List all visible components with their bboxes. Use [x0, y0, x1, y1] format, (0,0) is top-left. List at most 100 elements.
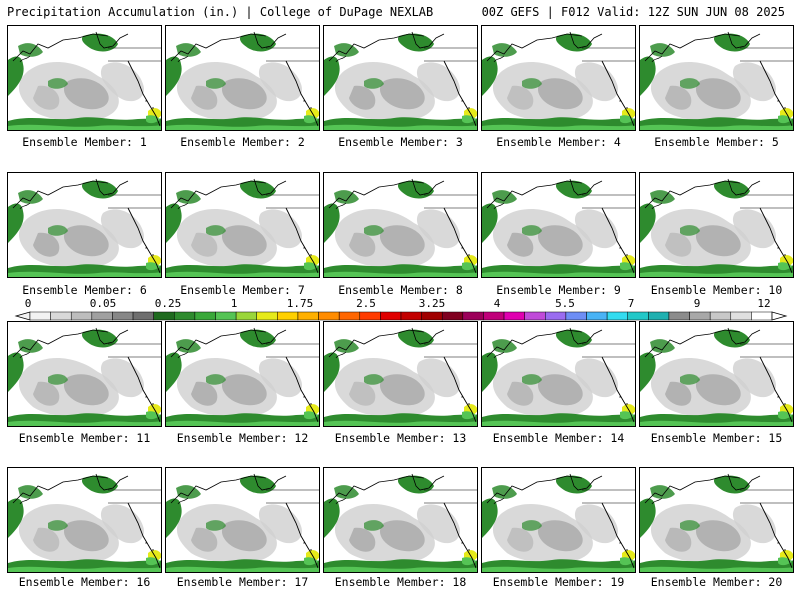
- ensemble-member-label: Ensemble Member: 20: [650, 575, 783, 589]
- precip-map-graphic: [640, 322, 793, 426]
- ensemble-member-label: Ensemble Member: 8: [338, 283, 463, 297]
- colorbar-swatch: [91, 311, 113, 321]
- colorbar-swatch: [132, 311, 154, 321]
- ensemble-member-label: Ensemble Member: 11: [18, 431, 151, 445]
- colorbar-swatch: [277, 311, 299, 321]
- colorbar-swatch: [400, 311, 422, 321]
- ensemble-member-map: [481, 321, 636, 427]
- ensemble-member-label: Ensemble Member: 10: [650, 283, 783, 297]
- colorbar-swatch: [215, 311, 237, 321]
- colorbar-swatch: [112, 311, 134, 321]
- colorbar-swatch: [545, 311, 567, 321]
- colorbar-right-arrow: [771, 311, 788, 321]
- colorbar-tick-label: 9: [694, 297, 701, 310]
- colorbar-swatch: [668, 311, 690, 321]
- ensemble-member-map: [323, 467, 478, 573]
- colorbar-swatch: [709, 311, 732, 321]
- precip-map-graphic: [166, 173, 319, 277]
- ensemble-member-map: [7, 321, 162, 427]
- ensemble-member-map: [165, 467, 320, 573]
- precip-map-graphic: [482, 173, 635, 277]
- ensemble-member-label: Ensemble Member: 5: [654, 135, 779, 149]
- precip-map-graphic: [640, 26, 793, 130]
- colorbar-swatch: [606, 311, 628, 321]
- precip-map-graphic: [8, 26, 161, 130]
- ensemble-member-label: Ensemble Member: 4: [496, 135, 621, 149]
- colorbar-swatch: [70, 311, 93, 321]
- colorbar-tick-label: 1: [231, 297, 238, 310]
- colorbar-swatch: [256, 311, 278, 321]
- colorbar-tick-label: 7: [628, 297, 635, 310]
- colorbar-tick-label: 1.75: [287, 297, 314, 310]
- ensemble-member-label: Ensemble Member: 1: [22, 135, 147, 149]
- colorbar-tick-label: 5.5: [555, 297, 575, 310]
- ensemble-member-label: Ensemble Member: 14: [492, 431, 625, 445]
- precip-map-graphic: [324, 26, 477, 130]
- colorbar-tick-label: 0.05: [90, 297, 117, 310]
- precip-map-graphic: [640, 173, 793, 277]
- ensemble-member-map: [7, 25, 162, 131]
- precip-map-graphic: [324, 322, 477, 426]
- colorbar-swatch: [565, 311, 587, 321]
- precip-map-graphic: [324, 173, 477, 277]
- ensemble-member-map: [639, 172, 794, 278]
- colorbar-swatch: [586, 311, 608, 321]
- precip-map-graphic: [482, 26, 635, 130]
- colorbar-swatch: [174, 311, 196, 321]
- colorbar-swatch: [462, 311, 484, 321]
- ensemble-member-label: Ensemble Member: 17: [176, 575, 309, 589]
- ensemble-member-map: [481, 25, 636, 131]
- ensemble-member-map: [481, 467, 636, 573]
- precip-map-graphic: [166, 468, 319, 572]
- precip-map-graphic: [640, 468, 793, 572]
- ensemble-member-label: Ensemble Member: 18: [334, 575, 467, 589]
- precip-colorbar: 0 0.05 0.25 1 1.75 2.5 3.25 4 5.5 7 9 12: [8, 295, 794, 325]
- precip-map-graphic: [482, 322, 635, 426]
- precip-map-graphic: [482, 468, 635, 572]
- colorbar-swatch: [689, 311, 711, 321]
- precip-map-graphic: [8, 468, 161, 572]
- colorbar-graphic: 0 0.05 0.25 1 1.75 2.5 3.25 4 5.5 7 9 12: [14, 297, 788, 321]
- ensemble-member-label: Ensemble Member: 3: [338, 135, 463, 149]
- ensemble-member-label: Ensemble Member: 6: [22, 283, 147, 297]
- colorbar-tick-label: 2.5: [356, 297, 376, 310]
- colorbar-swatch: [338, 311, 361, 321]
- ensemble-member-label: Ensemble Member: 15: [650, 431, 783, 445]
- precip-map-graphic: [8, 322, 161, 426]
- colorbar-swatch: [359, 311, 381, 321]
- colorbar-tick-label: 0.25: [155, 297, 182, 310]
- colorbar-swatch: [503, 311, 525, 321]
- colorbar-swatch: [441, 311, 464, 321]
- ensemble-member-label: Ensemble Member: 19: [492, 575, 625, 589]
- ensemble-member-label: Ensemble Member: 13: [334, 431, 467, 445]
- ensemble-member-map: [165, 172, 320, 278]
- precip-map-graphic: [166, 322, 319, 426]
- run-info: 00Z GEFS | F012 Valid: 12Z SUN JUN 08 20…: [481, 5, 785, 19]
- colorbar-swatch: [483, 311, 505, 321]
- colorbar-swatch: [627, 311, 649, 321]
- colorbar-swatch: [153, 311, 175, 321]
- ensemble-member-label: Ensemble Member: 9: [496, 283, 621, 297]
- colorbar-swatch: [50, 311, 72, 321]
- colorbar-swatch: [524, 311, 546, 321]
- ensemble-member-label: Ensemble Member: 12: [176, 431, 309, 445]
- precip-map-graphic: [8, 173, 161, 277]
- colorbar-swatch: [421, 311, 443, 321]
- colorbar-swatch: [194, 311, 216, 321]
- colorbar-swatch: [318, 311, 340, 321]
- ensemble-member-map: [323, 25, 478, 131]
- precip-map-graphic: [324, 468, 477, 572]
- ensemble-member-map: [639, 25, 794, 131]
- ensemble-member-map: [323, 172, 478, 278]
- ensemble-member-map: [165, 25, 320, 131]
- ensemble-member-map: [165, 321, 320, 427]
- colorbar-left-arrow: [14, 311, 31, 321]
- colorbar-swatch: [235, 311, 257, 321]
- colorbar-swatch: [648, 311, 670, 321]
- colorbar-swatch: [751, 311, 773, 321]
- ensemble-member-map: [7, 467, 162, 573]
- colorbar-swatch: [29, 311, 51, 321]
- precip-map-graphic: [166, 26, 319, 130]
- ensemble-member-label: Ensemble Member: 2: [180, 135, 305, 149]
- map-title: Precipitation Accumulation (in.) | Colle…: [7, 5, 434, 19]
